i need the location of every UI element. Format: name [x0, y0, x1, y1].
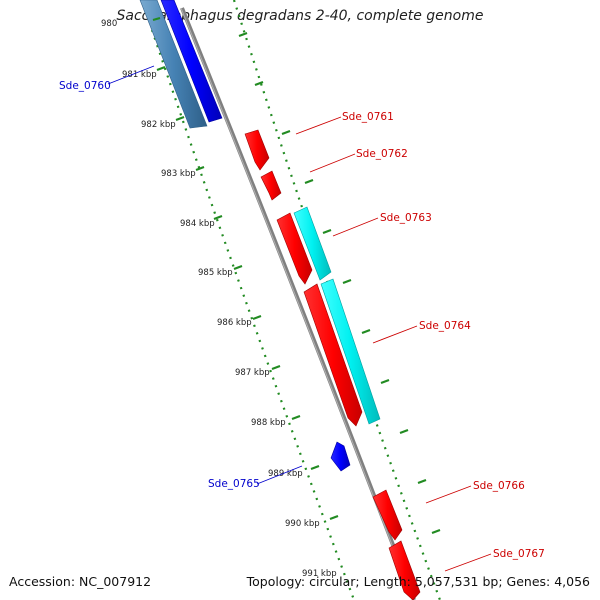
leader-sde-0764 [372, 325, 418, 344]
cds-red-0767 [388, 540, 421, 600]
inner-major-ticks [152, 16, 339, 521]
gene-label-sde-0760: Sde_0760 [59, 80, 111, 92]
feature-cyan-0764 [320, 278, 381, 425]
leader-sde-0760 [107, 65, 155, 85]
genome-stats-label: Topology: circular; Length: 5,057,531 bp… [246, 574, 590, 589]
cds-blue-0765 [330, 441, 351, 472]
cds-red-0762 [260, 170, 282, 201]
gene-label-sde-0765: Sde_0765 [208, 478, 260, 490]
inner-tick-ring [150, 29, 356, 600]
cds-red-0761 [244, 129, 270, 171]
gene-label-sde-0764: Sde_0764 [419, 320, 471, 332]
leader-sde-0767 [444, 553, 492, 572]
feature-steel-0760 [139, 0, 208, 129]
gene-label-sde-0767: Sde_0767 [493, 548, 545, 560]
accession-label: Accession: NC_007912 [9, 574, 152, 589]
map-title: Saccharophagus degradans 2-40, complete … [116, 8, 484, 24]
leader-sde-0766 [425, 485, 472, 504]
cds-red-0764 [303, 283, 363, 427]
leader-sde-0765 [256, 465, 303, 485]
feature-cyan-0763 [293, 206, 332, 281]
genome-backbone-highlight [180, 7, 414, 600]
cds-red-0763 [276, 212, 313, 285]
tick-label: 986 kbp [217, 318, 252, 328]
gene-label-sde-0763: Sde_0763 [380, 212, 432, 224]
tick-label: 987 kbp [235, 368, 270, 378]
leader-sde-0762 [309, 153, 356, 173]
leader-sde-0761 [295, 116, 342, 135]
gene-label-sde-0762: Sde_0762 [356, 148, 408, 160]
tick-label: 981 kbp [122, 70, 157, 80]
leader-sde-0763 [332, 217, 379, 237]
tick-label: 990 kbp [285, 519, 320, 529]
tick-label: 984 kbp [180, 219, 215, 229]
tick-label: 988 kbp [251, 418, 286, 428]
gene-label-sde-0761: Sde_0761 [342, 111, 394, 123]
cds-blue-0760 [160, 0, 223, 123]
tick-label: 991 kbp [302, 569, 337, 579]
tick-label: 983 kbp [161, 169, 196, 179]
gene-label-sde-0766: Sde_0766 [473, 480, 525, 492]
outer-major-ticks [238, 31, 441, 535]
tick-label: 982 kbp [141, 120, 176, 130]
tick-label: 985 kbp [198, 268, 233, 278]
tick-label: 980 [101, 19, 117, 29]
cds-red-0766 [372, 489, 403, 541]
outer-tick-ring [232, 0, 442, 600]
tick-label: 989 kbp [268, 469, 303, 479]
